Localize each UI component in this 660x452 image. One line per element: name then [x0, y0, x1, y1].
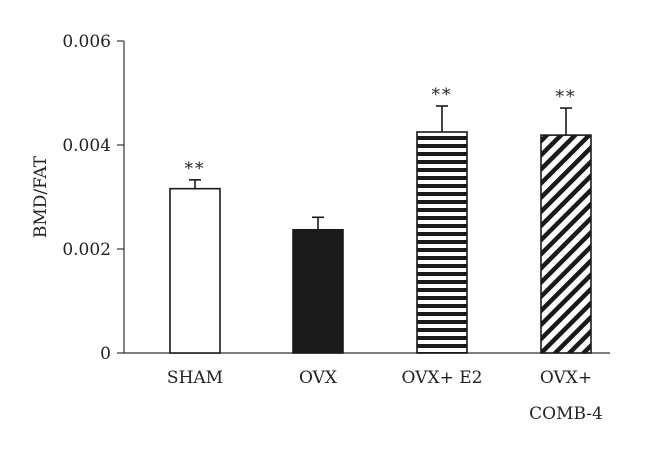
bar-0 — [169, 187, 221, 354]
bars: ** ** ** — [169, 85, 592, 354]
y-ticks: 0 0.002 0.004 0.006 — [62, 32, 124, 364]
bar-2 — [416, 131, 468, 354]
y-tick-label: 0.004 — [62, 136, 111, 156]
x-labels: SHAM OVX OVX+ E2 OVX+ COMB-4 — [167, 368, 603, 424]
y-axis-title: BMD/FAT — [31, 155, 51, 238]
category-label: SHAM — [167, 368, 223, 388]
y-tick-label: 0.006 — [62, 32, 111, 52]
bar-3 — [540, 134, 592, 354]
significance-label: ** — [556, 87, 577, 107]
category-label: OVX — [299, 368, 338, 388]
category-label-line2: COMB-4 — [529, 404, 603, 424]
significance-label: ** — [185, 159, 206, 179]
category-label: OVX+ E2 — [402, 368, 483, 388]
y-tick-label: 0.002 — [62, 240, 111, 260]
bar-1 — [292, 228, 344, 354]
category-label: OVX+ — [540, 368, 592, 388]
significance-label: ** — [432, 85, 453, 105]
y-tick-label: 0 — [100, 344, 111, 364]
